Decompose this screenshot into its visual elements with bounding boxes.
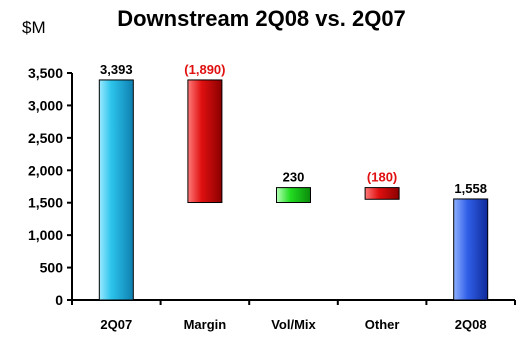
x-tick-label: 2Q08 xyxy=(455,317,487,332)
data-label-vol-mix: 230 xyxy=(283,170,305,185)
chart-title: Downstream 2Q08 vs. 2Q07 xyxy=(117,6,406,31)
bar-2q07 xyxy=(98,79,134,301)
y-tick-label: 3,000 xyxy=(28,97,63,113)
data-label-2q07: 3,393 xyxy=(100,62,133,77)
data-label-other: (180) xyxy=(367,170,397,185)
y-axis-label: $M xyxy=(22,18,46,37)
y-tick-label: 500 xyxy=(40,260,64,276)
y-tick-label: 1,500 xyxy=(28,195,63,211)
bar-vol-mix xyxy=(276,187,311,204)
y-tick-label: 2,500 xyxy=(28,130,63,146)
data-labels-group: 3,393 (1,890) 230 (180) 1,558 xyxy=(100,62,487,196)
data-label-2q08: 1,558 xyxy=(454,181,487,196)
y-tick-label: 0 xyxy=(55,292,63,308)
y-tick-label: 1,000 xyxy=(28,227,63,243)
bar-other xyxy=(364,187,400,200)
data-label-margin: (1,890) xyxy=(184,62,225,77)
bar-margin xyxy=(187,79,223,204)
bar-2q08 xyxy=(453,198,489,301)
x-tick-label: Other xyxy=(365,317,400,332)
x-tick-label: Margin xyxy=(184,317,227,332)
bars-group xyxy=(98,79,489,301)
axes-group: 0 500 1,000 1,500 2,000 2,500 3,000 3,500 2Q07 Ma… xyxy=(28,65,516,332)
x-tick-label: 2Q07 xyxy=(100,317,132,332)
y-tick-label: 3,500 xyxy=(28,65,63,81)
y-tick-label: 2,000 xyxy=(28,162,63,178)
x-tick-label: Vol/Mix xyxy=(271,317,316,332)
